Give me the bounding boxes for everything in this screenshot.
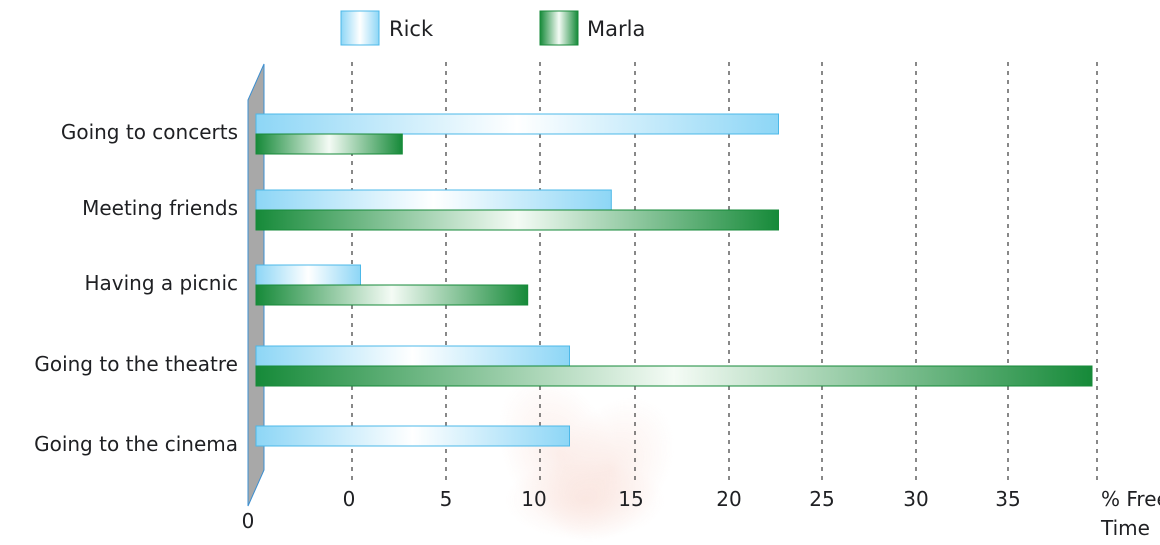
bar-rick-1	[255, 189, 612, 211]
bar-rick-3	[255, 345, 570, 367]
tick-label-5: 20	[716, 487, 741, 511]
tick-label-6: 25	[809, 487, 834, 511]
bar-rick-4	[255, 425, 570, 447]
category-label-3: Going to the theatre	[34, 352, 238, 376]
bar-marla-2	[255, 284, 529, 306]
tick-label-7: 30	[903, 487, 928, 511]
legend: Rick Marla	[340, 10, 645, 46]
category-label-2: Having a picnic	[84, 271, 238, 295]
tick-labels: 0 0 5 10 15 20 25 30 35	[242, 487, 1021, 533]
legend-label-rick: Rick	[389, 17, 434, 41]
tick-label-3: 10	[521, 487, 546, 511]
legend-label-marla: Marla	[587, 17, 645, 41]
bar-rick-0	[255, 113, 779, 135]
category-label-0: Going to concerts	[61, 120, 238, 144]
bar-marla-1	[255, 209, 779, 231]
category-labels: Going to concerts Meeting friends Having a…	[34, 120, 238, 456]
category-label-4: Going to the cinema	[34, 432, 238, 456]
x-axis-label-line2: Time	[1100, 516, 1150, 540]
tick-label-0: 0	[242, 509, 255, 533]
tick-label-4: 15	[618, 487, 643, 511]
legend-swatch-rick	[340, 10, 380, 46]
bars	[255, 113, 1093, 447]
bar-rick-2	[255, 264, 361, 286]
category-label-1: Meeting friends	[82, 196, 238, 220]
watermark	[498, 374, 675, 543]
tick-label-8: 35	[995, 487, 1020, 511]
x-axis-label-line1: % Free	[1101, 487, 1160, 511]
tick-label-1: 0	[343, 487, 356, 511]
bar-marla-3	[255, 365, 1093, 387]
tick-label-2: 5	[440, 487, 453, 511]
legend-swatch-marla	[539, 10, 579, 46]
bar-marla-0	[255, 133, 403, 155]
